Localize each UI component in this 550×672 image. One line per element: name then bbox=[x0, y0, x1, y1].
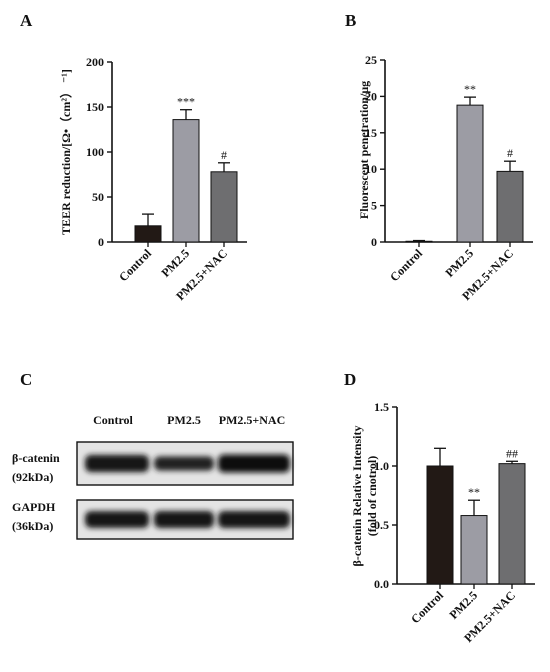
y-tick-label-d: 1.5 bbox=[374, 400, 389, 414]
lane-label-control: Control bbox=[93, 413, 133, 427]
significance-b-2: # bbox=[507, 146, 513, 160]
category-label-a-0: Control bbox=[116, 246, 154, 284]
blot-row-name-beta-catenin: β-catenin bbox=[12, 451, 60, 465]
y-axis-label-a: TEER reduction/[Ω•（cm²） ⁻¹] bbox=[58, 69, 73, 235]
y-axis-label-d-line1: β-catenin Relative Intensity bbox=[350, 426, 364, 567]
bar-d-0 bbox=[426, 465, 454, 585]
bar-b-0 bbox=[405, 240, 433, 243]
y-axis-label-b: Fluorescent penetration/μg bbox=[357, 81, 371, 219]
lane-label-pm25: PM2.5 bbox=[167, 413, 201, 427]
blot-band bbox=[218, 454, 290, 473]
category-label-b-0: Control bbox=[387, 246, 425, 284]
y-tick-label-b: 20 bbox=[365, 89, 377, 103]
category-label-d-0: Control bbox=[408, 588, 446, 626]
category-label-b-1: PM2.5 bbox=[442, 246, 476, 280]
y-tick-label-b: 10 bbox=[365, 162, 377, 176]
y-tick-label-a: 0 bbox=[98, 235, 104, 249]
bar-d-2 bbox=[498, 463, 526, 585]
bar-a-0 bbox=[134, 225, 162, 243]
significance-d-2: ## bbox=[506, 446, 518, 460]
significance-a-1: *** bbox=[177, 95, 195, 109]
panel-letter-a: A bbox=[20, 11, 33, 30]
y-tick-label-b: 5 bbox=[371, 199, 377, 213]
blot-row-size-beta-catenin: (92kDa) bbox=[12, 470, 53, 484]
category-label-a-1: PM2.5 bbox=[158, 246, 192, 280]
bar-b-2 bbox=[496, 170, 524, 243]
y-tick-label-a: 150 bbox=[86, 100, 104, 114]
blot-row-size-gapdh: (36kDa) bbox=[12, 519, 53, 533]
y-tick-label-b: 15 bbox=[365, 126, 377, 140]
blot-band bbox=[85, 454, 149, 473]
blot-band bbox=[218, 511, 290, 528]
lane-label-pm25-nac: PM2.5+NAC bbox=[219, 413, 286, 427]
blot-row-0 bbox=[76, 441, 294, 486]
chart-panel-b: B Fluorescent penetration/μg 0 5 10 15 20 25 C… bbox=[345, 11, 533, 303]
y-axis-label-d-line2: (fold of cnotrol) bbox=[365, 456, 379, 536]
significance-d-1: ** bbox=[468, 485, 480, 499]
bar-a-2 bbox=[210, 171, 238, 243]
significance-a-2: # bbox=[221, 148, 227, 162]
y-tick-label-b: 25 bbox=[365, 53, 377, 67]
bar-b-1 bbox=[456, 104, 484, 243]
blot-row-name-gapdh: GAPDH bbox=[12, 500, 56, 514]
significance-b-1: ** bbox=[464, 82, 476, 96]
y-tick-label-d: 1.0 bbox=[374, 459, 389, 473]
blot-band bbox=[154, 511, 214, 528]
bar-d-1 bbox=[460, 515, 488, 585]
y-tick-label-a: 50 bbox=[92, 190, 104, 204]
blot-band bbox=[154, 456, 214, 471]
blot-band bbox=[85, 511, 149, 528]
y-tick-label-a: 100 bbox=[86, 145, 104, 159]
y-tick-label-d: 0.5 bbox=[374, 518, 389, 532]
panel-letter-c: C bbox=[20, 370, 32, 389]
panel-letter-d: D bbox=[344, 370, 356, 389]
bar-a-1 bbox=[172, 119, 200, 243]
panel-letter-b: B bbox=[345, 11, 356, 30]
y-tick-label-b: 0 bbox=[371, 235, 377, 249]
category-label-d-1: PM2.5 bbox=[446, 588, 480, 622]
y-axis-label-d: β-catenin Relative Intensity (fold of cno… bbox=[350, 426, 379, 567]
western-blot-panel-c: C Control PM2.5 PM2.5+NAC β-catenin (92k… bbox=[12, 370, 294, 540]
chart-panel-d: D β-catenin Relative Intensity (fold of c… bbox=[344, 370, 535, 645]
chart-panel-a: A TEER reduction/[Ω•（cm²） ⁻¹] 0 50 100 150 2… bbox=[20, 11, 247, 303]
blot-row-1 bbox=[76, 499, 294, 540]
y-tick-label-a: 200 bbox=[86, 55, 104, 69]
y-tick-label-d: 0.0 bbox=[374, 577, 389, 591]
